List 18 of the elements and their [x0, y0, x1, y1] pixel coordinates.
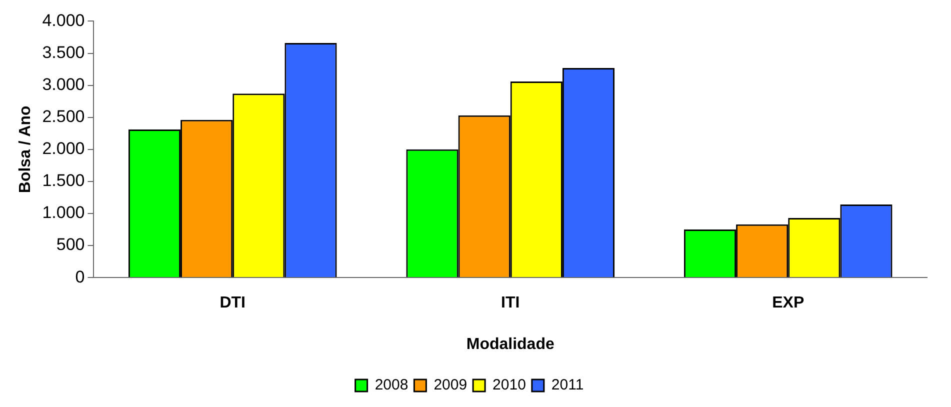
y-axis-title: Bolsa / Ano [17, 105, 34, 194]
y-tick-label: 3.500 [42, 42, 85, 62]
y-tick-label: 2.500 [42, 107, 85, 126]
legend-label: 2010 [492, 376, 526, 394]
legend-label: 2011 [551, 376, 584, 394]
x-tick-label: EXP [772, 294, 804, 312]
y-tick-label: 2.000 [42, 139, 85, 158]
x-tick-label: ITI [501, 294, 520, 312]
y-tick-label: 500 [56, 235, 85, 254]
y-tick-label: 1.500 [42, 171, 85, 190]
x-tick-label: DTI [220, 294, 246, 312]
legend-label: 2009 [434, 376, 468, 394]
y-tick-label: 1.000 [42, 203, 85, 222]
y-tick-label: 4.000 [42, 10, 85, 30]
legend-label: 2008 [374, 376, 408, 394]
y-tick-label: 0 [75, 267, 85, 286]
x-axis-title: Modalidade [466, 336, 554, 353]
y-tick-label: 3.000 [42, 74, 85, 94]
